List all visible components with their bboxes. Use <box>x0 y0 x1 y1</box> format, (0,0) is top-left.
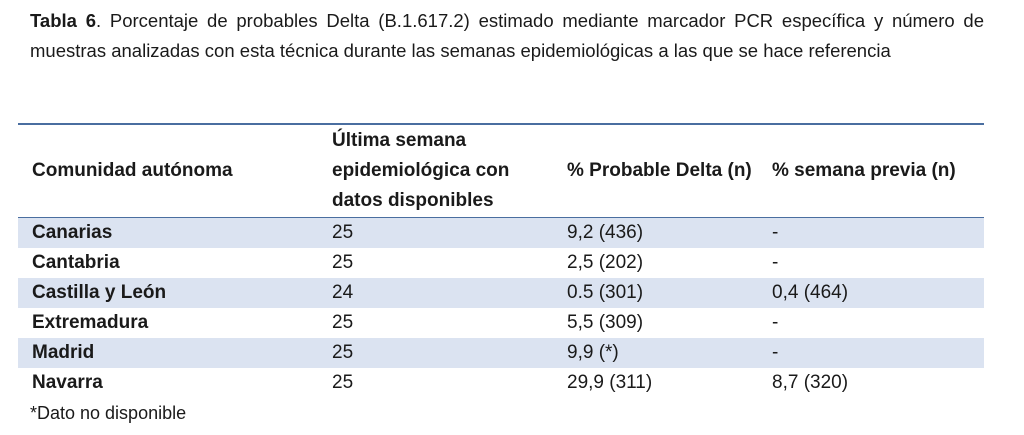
cell-comunidad: Cantabria <box>32 252 120 273</box>
table-footnote: *Dato no disponible <box>30 403 187 423</box>
caption-text: . Porcentaje de probables Delta (B.1.617… <box>30 10 984 61</box>
cell-comunidad: Navarra <box>32 372 103 393</box>
cell-delta: 2,5 (202) <box>567 252 644 273</box>
table-row: Extremadura 25 5,5 (309) - <box>18 308 984 338</box>
data-table-container: Comunidad autónoma Última semana epidemi… <box>18 123 984 398</box>
cell-previa: - <box>758 338 984 368</box>
table-row: Castilla y León 24 0.5 (301) 0,4 (464) <box>18 278 984 308</box>
table-row: Madrid 25 9,9 (*) - <box>18 338 984 368</box>
caption-label: Tabla 6 <box>30 10 96 31</box>
header-comunidad: Comunidad autónoma <box>18 125 318 218</box>
cell-previa: - <box>758 217 984 248</box>
header-semana-previa: % semana previa (n) <box>758 125 984 218</box>
cell-semana: 25 <box>318 217 553 248</box>
cell-semana: 25 <box>332 312 354 333</box>
table-header-row: Comunidad autónoma Última semana epidemi… <box>18 125 984 218</box>
table-row: Navarra 25 29,9 (311) 8,7 (320) <box>18 368 984 398</box>
cell-previa: - <box>772 312 779 333</box>
cell-comunidad: Castilla y León <box>18 278 318 308</box>
cell-delta: 5,5 (309) <box>567 312 644 333</box>
cell-previa: - <box>772 252 779 273</box>
cell-semana: 25 <box>332 252 354 273</box>
table-row: Canarias 25 9,2 (436) - <box>18 217 984 248</box>
cell-delta: 0.5 (301) <box>553 278 758 308</box>
header-ultima-semana: Última semana epidemiológica con datos d… <box>318 125 553 218</box>
table-top-rule <box>18 123 984 125</box>
cell-previa: 0,4 (464) <box>758 278 984 308</box>
cell-comunidad: Extremadura <box>32 312 149 333</box>
cell-previa: 8,7 (320) <box>772 372 849 393</box>
cell-delta: 29,9 (311) <box>567 372 653 393</box>
table-row: Cantabria 25 2,5 (202) - <box>18 248 984 278</box>
cell-comunidad: Canarias <box>18 217 318 248</box>
cell-delta: 9,2 (436) <box>553 217 758 248</box>
cell-semana: 25 <box>318 338 553 368</box>
cell-semana: 24 <box>318 278 553 308</box>
cell-comunidad: Madrid <box>18 338 318 368</box>
table-caption: Tabla 6. Porcentaje de probables Delta (… <box>30 6 984 66</box>
cell-delta: 9,9 (*) <box>553 338 758 368</box>
cell-semana: 25 <box>332 372 354 393</box>
delta-table: Comunidad autónoma Última semana epidemi… <box>18 125 984 398</box>
header-probable-delta: % Probable Delta (n) <box>553 125 758 218</box>
